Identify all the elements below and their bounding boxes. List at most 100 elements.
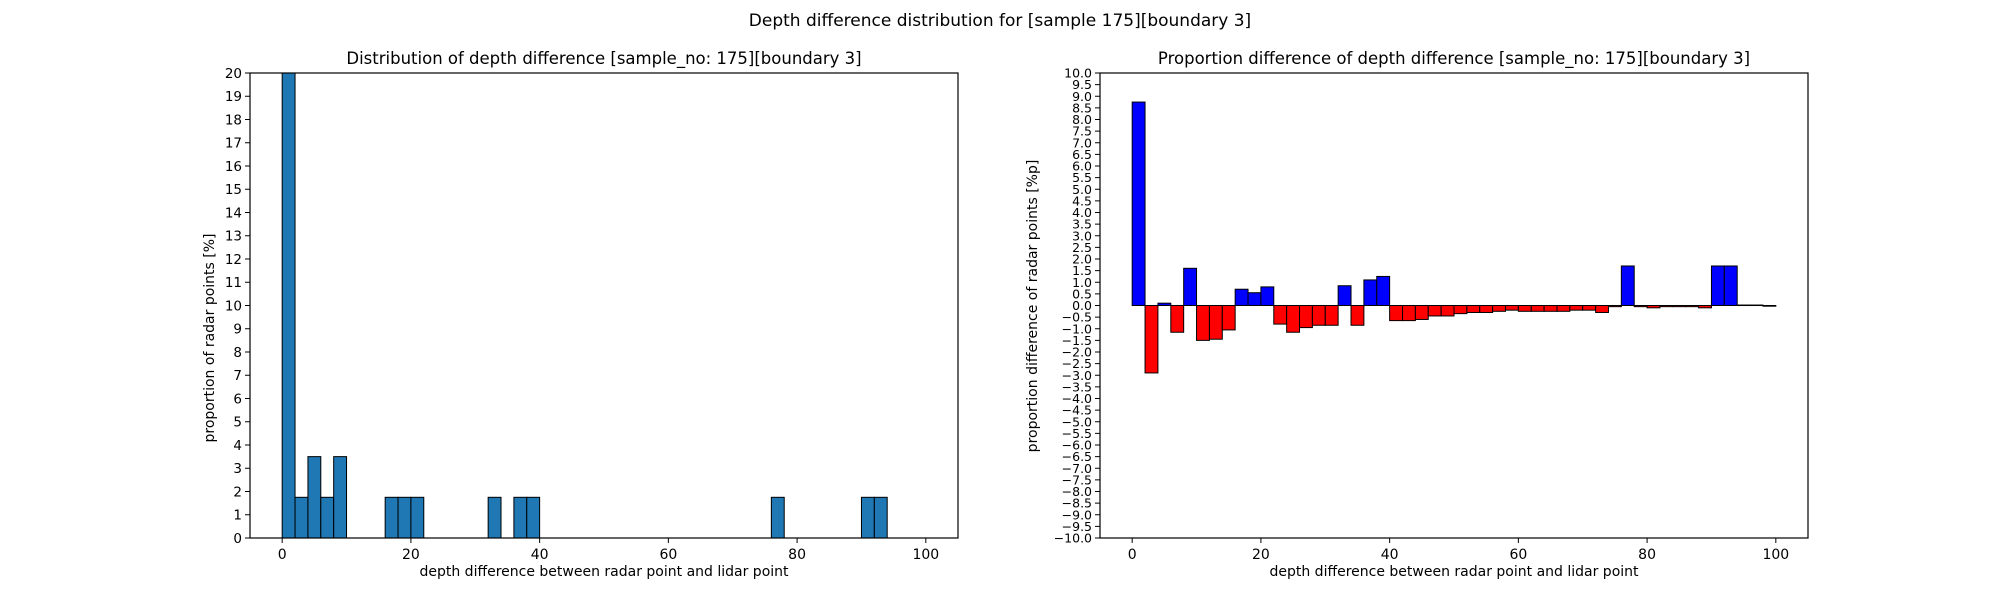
- chart-1-ytick-label: −3.5: [1062, 379, 1092, 394]
- chart-0-ytick-label: 10: [225, 298, 242, 314]
- chart-1-xtick-label: 40: [1381, 547, 1399, 563]
- chart-1-bar: [1440, 305, 1455, 317]
- chart-1-bar: [1517, 305, 1532, 312]
- chart-1-ytick-label: −10.0: [1054, 531, 1092, 546]
- chart-1-ytick-label: 4.5: [1072, 193, 1092, 208]
- chart-1-ytick-label: 0.5: [1072, 286, 1092, 301]
- chart-1-ytick-label: 1.5: [1072, 263, 1092, 278]
- chart-1-bar: [1479, 305, 1494, 313]
- chart-1-bar: [1208, 305, 1223, 340]
- chart-1-ytick-label: 0.0: [1072, 298, 1092, 313]
- chart-1-ytick-label: 9.5: [1072, 77, 1092, 92]
- chart-0-ytick-label: 5: [233, 415, 242, 431]
- chart-1-bar: [1698, 305, 1712, 309]
- chart-1-ytick-label: −8.5: [1062, 496, 1092, 511]
- chart-1-bar: [1672, 305, 1687, 308]
- chart-1-xtick-label: 100: [1762, 547, 1789, 563]
- chart-1-ytick-label: 2.5: [1072, 240, 1092, 255]
- chart-right-frame: [1099, 72, 1809, 539]
- chart-1-ytick-label: 9.0: [1072, 89, 1092, 104]
- chart-1-ytick-label: 3.5: [1072, 217, 1092, 232]
- chart-0-ytick-label: 0: [233, 531, 242, 547]
- chart-1-xtick-label: 60: [1509, 547, 1527, 563]
- chart-1-ytick-label: −5.0: [1062, 414, 1092, 429]
- chart-1-bar: [1556, 305, 1571, 312]
- chart-0-xtick-label: 80: [788, 547, 806, 563]
- chart-1-ytick-label: −7.0: [1062, 461, 1092, 476]
- chart-1-bar: [1363, 279, 1378, 306]
- chart-1-bar: [1466, 305, 1481, 313]
- chart-0-ytick-label: 1: [233, 508, 242, 524]
- chart-0-bar: [307, 456, 322, 539]
- chart-1-ytick-label: 5.0: [1072, 182, 1092, 197]
- chart-1-ytick-label: 7.0: [1072, 135, 1092, 150]
- chart-1-bar: [1299, 305, 1313, 329]
- chart-1-bar: [1131, 101, 1146, 306]
- chart-1-bar: [1504, 305, 1519, 311]
- chart-1-bar: [1157, 302, 1172, 306]
- chart-1-bar: [1144, 305, 1159, 374]
- chart-left-bars: [281, 72, 888, 539]
- chart-0-ytick-label: 16: [225, 159, 242, 175]
- chart-0-ytick-label: 17: [225, 136, 242, 152]
- chart-0-ytick-label: 3: [233, 461, 242, 477]
- chart-0-ytick-label: 8: [233, 345, 242, 361]
- chart-1-bar: [1543, 305, 1558, 312]
- chart-1-ytick-label: 8.5: [1072, 100, 1092, 115]
- chart-1-ytick-label: −9.0: [1062, 507, 1092, 522]
- chart-1-ytick-label: 6.5: [1072, 147, 1092, 162]
- chart-1-xtick-label: 80: [1638, 547, 1656, 563]
- chart-1-bar: [1414, 305, 1429, 320]
- chart-1-ytick-label: −6.0: [1062, 438, 1092, 453]
- chart-0-bar: [410, 496, 425, 539]
- chart-right-xlabel: depth difference between radar point and…: [1269, 564, 1639, 580]
- chart-left-xticks: 0 20 40 60 80 100: [278, 538, 939, 563]
- chart-0-bar: [513, 496, 528, 539]
- chart-left-title: Distribution of depth difference [sample…: [346, 49, 861, 69]
- chart-0-ytick-label: 9: [233, 322, 242, 338]
- chart-1-bar: [1530, 305, 1545, 312]
- chart-1-ytick-label: 3.0: [1072, 228, 1092, 243]
- chart-0-ytick-label: 14: [225, 205, 242, 221]
- chart-0-ytick-label: 15: [225, 182, 242, 198]
- chart-1-ytick-label: 10.0: [1064, 66, 1092, 81]
- chart-1-ytick-label: 2.0: [1072, 252, 1092, 267]
- chart-1-ytick-label: −0.5: [1062, 310, 1092, 325]
- chart-0-bar: [526, 496, 541, 539]
- chart-1-bar: [1389, 305, 1404, 322]
- chart-1-bar: [1736, 304, 1751, 307]
- chart-0-xtick-label: 0: [278, 547, 287, 563]
- chart-1-ytick-label: −1.5: [1062, 333, 1092, 348]
- chart-0-ytick-label: 13: [225, 229, 242, 245]
- chart-1-bar: [1646, 305, 1661, 309]
- chart-0-bar: [860, 496, 875, 539]
- chart-1-bar: [1710, 265, 1725, 307]
- chart-1-bar: [1311, 305, 1326, 326]
- chart-1-ytick-label: −7.5: [1062, 472, 1092, 487]
- chart-0-bar: [281, 72, 296, 539]
- chart-0-ytick-label: 2: [233, 484, 242, 500]
- chart-1-bar: [1221, 305, 1236, 331]
- chart-0-bar: [384, 496, 399, 539]
- chart-1-bar: [1286, 305, 1301, 333]
- chart-0-bar: [873, 496, 888, 539]
- chart-right-title: Proportion difference of depth differenc…: [1158, 49, 1750, 69]
- chart-1-ytick-label: 7.5: [1072, 124, 1092, 139]
- chart-1-bar: [1196, 305, 1210, 341]
- figure-suptitle: Depth difference distribution for [sampl…: [749, 11, 1251, 31]
- chart-0-bar: [770, 496, 785, 539]
- chart-1-bar: [1595, 305, 1609, 313]
- chart-1-ytick-label: 5.5: [1072, 170, 1092, 185]
- chart-1-ytick-label: −8.0: [1062, 484, 1092, 499]
- chart-1-bar: [1492, 305, 1506, 312]
- chart-0-ytick-label: 19: [225, 89, 242, 105]
- chart-1-ytick-label: −1.0: [1062, 321, 1092, 336]
- chart-1-bar: [1633, 305, 1648, 308]
- chart-1-bar: [1659, 305, 1674, 308]
- chart-1-xtick-label: 0: [1128, 547, 1137, 563]
- chart-1-ytick-label: −3.0: [1062, 368, 1092, 383]
- chart-1-ytick-label: −6.5: [1062, 449, 1092, 464]
- chart-right-xticks: 0 20 40 60 80 100: [1128, 538, 1789, 563]
- chart-0-xtick-label: 60: [659, 547, 677, 563]
- chart-1-bar: [1247, 292, 1262, 306]
